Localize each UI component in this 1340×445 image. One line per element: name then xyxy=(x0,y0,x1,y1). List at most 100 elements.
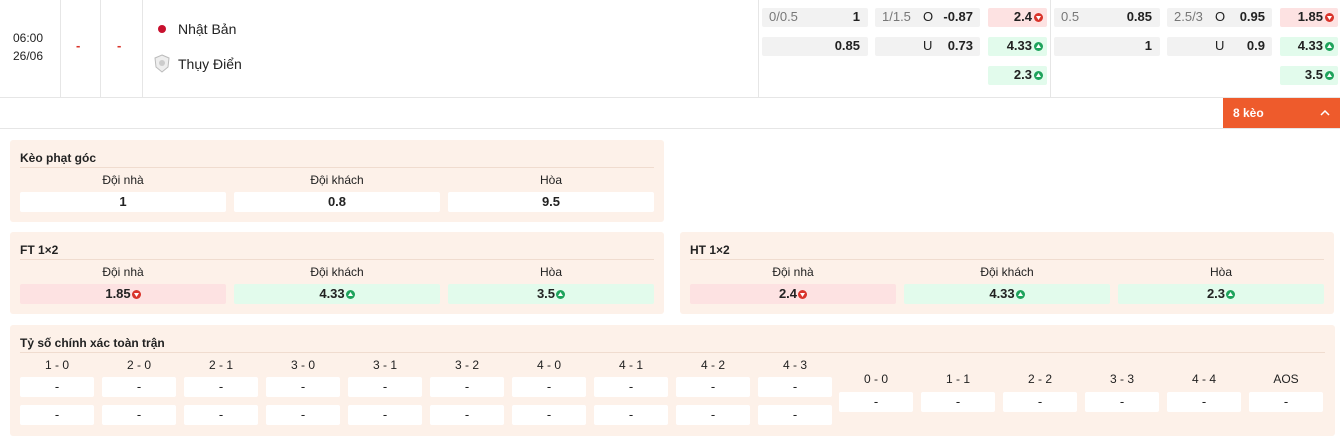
odds-cell xyxy=(988,8,1047,27)
trend-icon xyxy=(798,289,808,299)
trend-icon xyxy=(345,289,355,299)
score-label: 2 - 1 xyxy=(208,358,233,372)
score-value: - xyxy=(792,407,798,422)
divider xyxy=(690,259,1324,260)
odds-cell xyxy=(1280,8,1338,27)
trend-icon xyxy=(1226,289,1236,299)
odds-value: 0.95 xyxy=(1239,9,1265,24)
score-value: - xyxy=(136,379,142,394)
score-cell xyxy=(758,405,832,425)
score-cell xyxy=(20,405,94,425)
odds-value: 2.3 xyxy=(1206,286,1226,301)
score-cell xyxy=(430,405,504,425)
divider xyxy=(0,128,1340,129)
odds-value: 1.85 xyxy=(105,286,131,301)
score-value: - xyxy=(54,407,60,422)
score-cell xyxy=(102,405,176,425)
odds-cell xyxy=(1280,37,1338,56)
score-cell xyxy=(676,377,750,397)
odds-cell xyxy=(234,284,440,304)
odds-cell xyxy=(690,284,896,304)
score-value: - xyxy=(1283,394,1289,409)
score-value: - xyxy=(1119,394,1125,409)
panel-title: HT 1×2 xyxy=(690,243,730,257)
home-score: - xyxy=(76,38,81,53)
ou-label: O xyxy=(1215,9,1226,24)
score-cell xyxy=(266,405,340,425)
odds-value: 1 xyxy=(119,194,127,209)
ou-label: O xyxy=(923,9,934,24)
ou-line: 2.5/3 xyxy=(1174,9,1203,24)
score-cell xyxy=(1167,392,1241,412)
divider xyxy=(142,0,143,97)
handicap-line: 0/0.5 xyxy=(769,9,798,24)
odds-value: 4.33 xyxy=(1297,38,1323,53)
score-value: - xyxy=(873,394,879,409)
odds-value: 1.85 xyxy=(1297,9,1323,24)
team-icon xyxy=(158,25,166,33)
score-cell xyxy=(1003,392,1077,412)
odds-value: 4.33 xyxy=(1006,38,1032,53)
score-value: - xyxy=(1037,394,1043,409)
divider xyxy=(758,0,759,97)
column-header: Đội khách xyxy=(310,173,364,187)
odds-cell xyxy=(904,284,1110,304)
score-value: - xyxy=(464,379,470,394)
score-label: 2 - 0 xyxy=(126,358,151,372)
handicap-cell xyxy=(762,37,868,56)
trend-icon xyxy=(131,289,141,299)
score-value: - xyxy=(382,379,388,394)
column-header: Đội khách xyxy=(310,265,364,279)
score-label: 3 - 1 xyxy=(372,358,397,372)
column-header: Đội nhà xyxy=(102,173,144,187)
score-value: - xyxy=(300,379,306,394)
score-value: - xyxy=(710,379,716,394)
score-value: - xyxy=(710,407,716,422)
more-button[interactable] xyxy=(1223,98,1340,128)
divider xyxy=(60,0,61,97)
score-cell xyxy=(348,377,422,397)
ou-cell xyxy=(1167,8,1272,27)
odds-value: 0.73 xyxy=(947,38,973,53)
odds-value: 2.4 xyxy=(778,286,798,301)
trend-icon xyxy=(1034,42,1043,51)
score-cell xyxy=(921,392,995,412)
score-cell xyxy=(102,377,176,397)
score-label: 1 - 0 xyxy=(44,358,69,372)
trend-icon xyxy=(1034,71,1043,80)
odds-value: 1 xyxy=(1144,38,1152,53)
odds-value: 9.5 xyxy=(541,194,561,209)
odds-cell xyxy=(1118,284,1324,304)
chevron-icon xyxy=(1320,110,1330,116)
column-header: Hòa xyxy=(539,265,562,279)
trend-icon xyxy=(1325,13,1334,22)
odds-value: -0.87 xyxy=(943,9,973,24)
score-cell xyxy=(266,377,340,397)
score-value: - xyxy=(1201,394,1207,409)
odds-cell xyxy=(448,284,654,304)
away-team: Thụy Điển xyxy=(178,56,242,72)
match-date: 26/06 xyxy=(13,49,44,63)
odds-cell xyxy=(1280,66,1338,85)
odds-value: 2.4 xyxy=(1013,9,1032,24)
score-value: - xyxy=(300,407,306,422)
handicap-cell xyxy=(1054,37,1160,56)
trend-icon xyxy=(1015,289,1025,299)
panel-title: FT 1×2 xyxy=(20,243,59,257)
more-button-label: 8 kèo xyxy=(1233,106,1264,120)
score-cell xyxy=(512,377,586,397)
odds-cell xyxy=(448,192,654,212)
divider xyxy=(1050,0,1051,97)
score-value: - xyxy=(955,394,961,409)
odds-cell xyxy=(988,66,1047,85)
score-label: 3 - 2 xyxy=(454,358,479,372)
handicap-cell xyxy=(1054,8,1160,27)
score-value: - xyxy=(54,379,60,394)
trend-icon xyxy=(1325,42,1334,51)
odds-value: 2.3 xyxy=(1013,67,1032,82)
divider xyxy=(0,97,1340,98)
score-label: 3 - 0 xyxy=(290,358,315,372)
trend-icon xyxy=(1034,13,1043,22)
odds-value: 0.9 xyxy=(1246,38,1265,53)
